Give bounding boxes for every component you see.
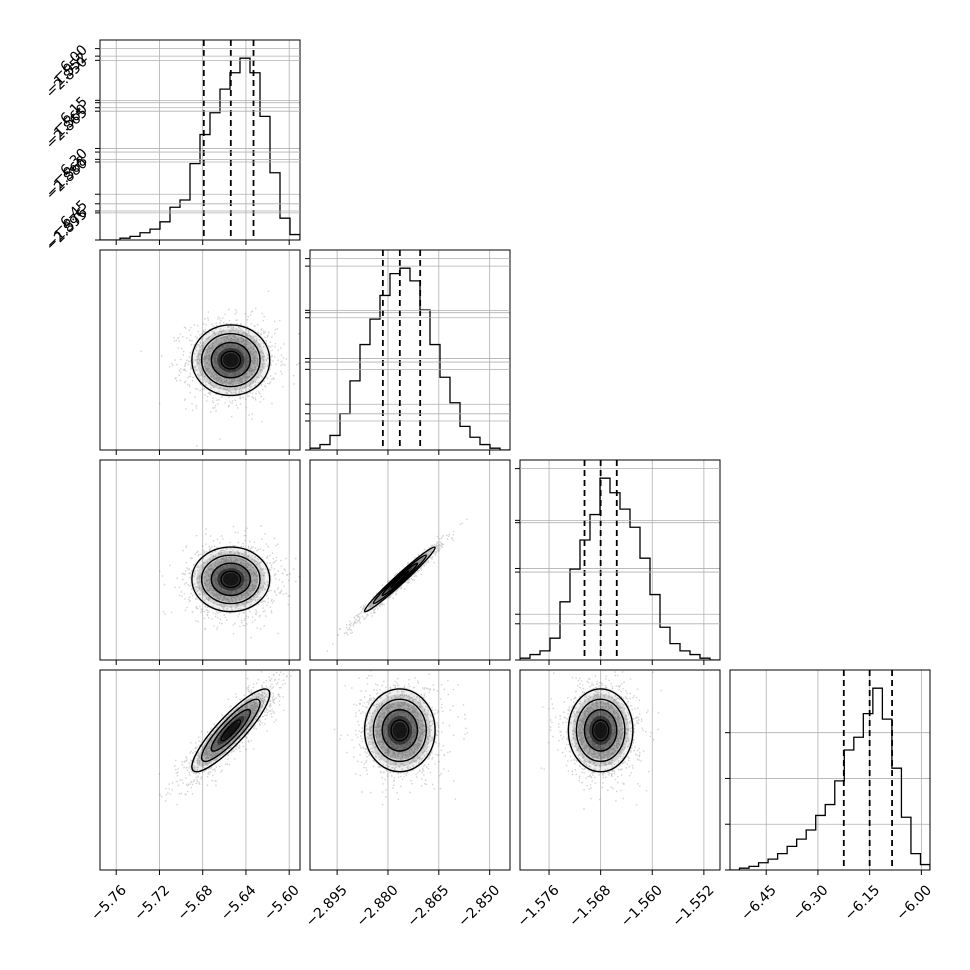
contour-line [381, 708, 419, 752]
panel-frame [99, 249, 301, 451]
panel-frame [519, 459, 721, 661]
x-tick-label: −1.560 [618, 882, 666, 930]
hist-content [730, 670, 930, 870]
contour-line [567, 688, 634, 773]
panel-frame [99, 459, 301, 661]
density-content [333, 670, 469, 806]
hist-panel-1 [305, 249, 511, 455]
x-tick-label: −1.552 [670, 882, 718, 930]
density-panel-3-0: −5.76 −5.72 −5.68 −5.64 −5.60−6.45−6.30−6.15… [49, 42, 303, 924]
contour-line [591, 719, 610, 742]
contour-line [191, 324, 271, 397]
contour-line [210, 562, 251, 597]
density-shade [392, 572, 407, 586]
contour-line [363, 688, 436, 773]
x-tick-label: −1.568 [566, 882, 614, 930]
x-tick-label: −5.68 [175, 882, 217, 924]
contour-line [210, 708, 251, 752]
panel-frame [99, 669, 301, 871]
x-tick-label: −2.895 [303, 882, 351, 930]
hist-step [310, 267, 510, 450]
density-content [540, 670, 662, 810]
contour-line [363, 546, 436, 613]
hist-step [730, 687, 930, 870]
x-tick-label: −6.15 [842, 882, 884, 924]
panel-frame [519, 669, 721, 871]
hist-content [520, 460, 720, 660]
x-tick-label: −1.576 [515, 882, 563, 930]
contour-line [200, 554, 261, 605]
corner-plot-panels: −6.45 −6.30 −6.15 −6.00 −2.895−2.880−2.865−2… [43, 39, 935, 930]
x-tick-label: −5.64 [218, 882, 260, 924]
x-tick-label: −2.880 [354, 882, 402, 930]
x-tick-label: −6.00 [893, 882, 935, 924]
contour-line [381, 562, 419, 597]
contour-line [372, 554, 427, 605]
density-shade [223, 722, 239, 739]
scatter-points [140, 290, 300, 447]
x-tick-label: −2.850 [455, 882, 503, 930]
contour-line [372, 698, 427, 763]
panel-frame [309, 249, 511, 451]
density-shade [594, 722, 608, 739]
hist-content [100, 40, 300, 240]
density-shade [223, 353, 239, 368]
contour-line [390, 570, 410, 589]
contour-line [583, 708, 618, 752]
contour-line [220, 350, 242, 370]
contour-line [220, 719, 242, 742]
contour-line [191, 546, 271, 613]
panel-frame [309, 459, 511, 661]
x-tick-label: −5.72 [131, 882, 173, 924]
hist-step [100, 57, 300, 240]
scatter-points [540, 670, 662, 810]
x-tick-label: −5.60 [261, 882, 303, 924]
density-content [140, 290, 300, 447]
x-tick-label: −6.45 [738, 882, 780, 924]
contour-line [200, 698, 261, 763]
density-shade [392, 722, 407, 739]
contour-line [575, 698, 626, 763]
contour-line [191, 688, 271, 773]
hist-step [520, 477, 720, 660]
scatter-points [158, 670, 294, 806]
contour-line [390, 719, 410, 742]
density-panel-3-1: −2.895 −2.880 −2.865 −2.850 [303, 258, 511, 930]
x-tick-label: −2.865 [404, 882, 452, 930]
panel-frame [309, 669, 511, 871]
panel-frame [729, 669, 931, 871]
density-panel-2-1 [305, 265, 511, 665]
scatter-points [333, 670, 469, 806]
contour-line [200, 333, 261, 388]
panel-frame [99, 39, 301, 241]
hist-panel-0 [95, 39, 301, 245]
x-tick-label: −5.76 [88, 882, 130, 924]
hist-panel-2 [515, 459, 721, 665]
density-panel-3-2: −1.576 −1.568 −1.560 −1.552 [515, 468, 721, 930]
contour-line [220, 570, 242, 589]
density-shade [223, 572, 239, 586]
contour-line [210, 341, 251, 379]
density-content [159, 525, 300, 639]
density-panel-2-0: −1.576−1.568−1.560−1.552 [43, 50, 301, 665]
density-content [158, 670, 294, 806]
hist-content [310, 250, 510, 450]
hist-panel-3: −6.45 −6.30 −6.15 −6.00 [725, 669, 935, 924]
density-content [326, 518, 468, 652]
x-tick-label: −6.30 [790, 882, 832, 924]
